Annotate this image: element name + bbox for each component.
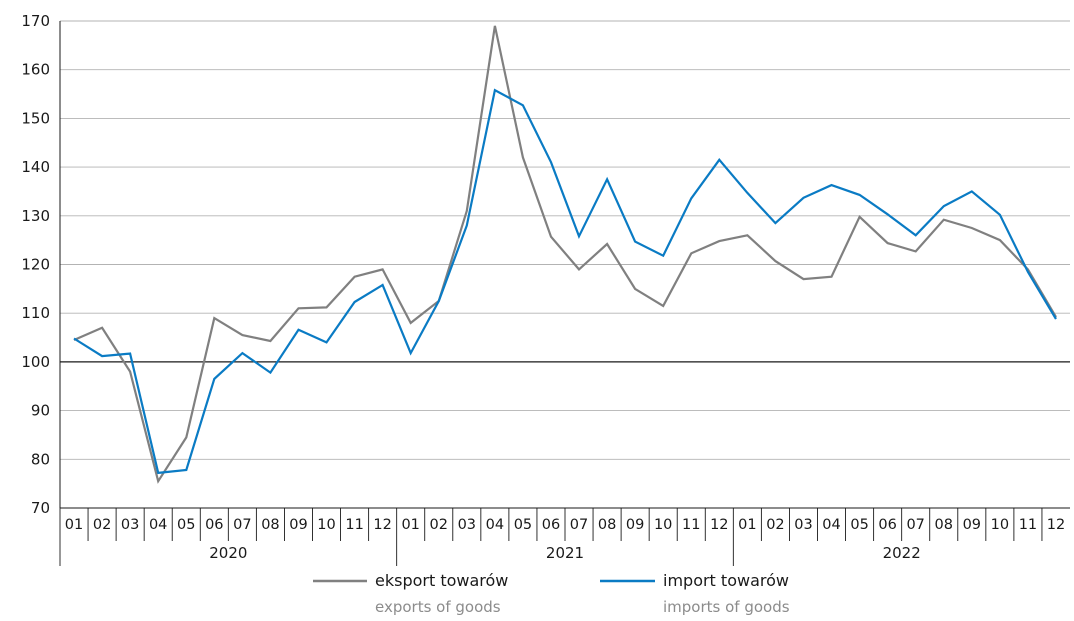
x-tick-label: 10 bbox=[654, 517, 672, 533]
x-tick-label: 12 bbox=[1047, 517, 1065, 533]
x-axis: 01 02 03 04 05 06 07 08 09 10 11 12 01 02 03 04 05 06 07 08… bbox=[59, 507, 1070, 566]
x-tick-label: 02 bbox=[766, 517, 784, 533]
y-tick-label: 80 bbox=[31, 450, 50, 468]
legend-label-imports: import towarów bbox=[663, 571, 789, 590]
x-tick-label: 05 bbox=[177, 517, 195, 533]
y-tick-label: 130 bbox=[21, 207, 50, 225]
x-tick-label: 11 bbox=[682, 517, 700, 533]
series-line-imports bbox=[73, 88, 1057, 475]
y-tick-label: 110 bbox=[21, 304, 50, 322]
y-tick-label: 120 bbox=[21, 256, 50, 274]
x-tick-label: 02 bbox=[430, 517, 448, 533]
x-tick-label: 10 bbox=[991, 517, 1009, 533]
x-tick-label: 09 bbox=[963, 517, 981, 533]
x-tick-label: 11 bbox=[345, 517, 363, 533]
x-tick-label: 09 bbox=[289, 517, 307, 533]
x-tick-label: 05 bbox=[514, 517, 532, 533]
x-tick-label: 04 bbox=[486, 517, 504, 533]
year-label: 2021 bbox=[546, 544, 584, 562]
y-tick-label: 170 bbox=[21, 12, 50, 30]
x-tick-label: 07 bbox=[233, 517, 251, 533]
x-tick-label: 02 bbox=[93, 517, 111, 533]
y-tick-label: 140 bbox=[21, 158, 50, 176]
x-tick-label: 08 bbox=[935, 517, 953, 533]
x-tick-label: 07 bbox=[906, 517, 924, 533]
y-tick-label: 150 bbox=[21, 109, 50, 127]
legend-sublabel-imports: imports of goods bbox=[663, 598, 790, 616]
y-tick-label: 100 bbox=[21, 353, 50, 371]
series-line-exports bbox=[73, 25, 1057, 484]
series-lines bbox=[73, 25, 1057, 484]
x-tick-label: 03 bbox=[458, 517, 476, 533]
x-tick-label: 03 bbox=[121, 517, 139, 533]
y-tick-label: 160 bbox=[21, 61, 50, 79]
x-tick-label: 04 bbox=[149, 517, 167, 533]
x-tick-label: 06 bbox=[542, 517, 560, 533]
legend: eksport towarów exports of goods import … bbox=[313, 571, 790, 616]
x-tick-label: 01 bbox=[738, 517, 756, 533]
legend-label-exports: eksport towarów bbox=[375, 571, 508, 590]
x-tick-label: 06 bbox=[205, 517, 223, 533]
x-tick-label: 12 bbox=[373, 517, 391, 533]
x-tick-label: 04 bbox=[822, 517, 840, 533]
x-tick-label: 05 bbox=[850, 517, 868, 533]
year-label: 2020 bbox=[209, 544, 247, 562]
x-tick-label: 12 bbox=[710, 517, 728, 533]
year-label: 2022 bbox=[883, 544, 921, 562]
x-tick-label: 08 bbox=[598, 517, 616, 533]
x-tick-label: 03 bbox=[794, 517, 812, 533]
y-tick-label: 70 bbox=[31, 499, 50, 517]
x-tick-label: 07 bbox=[570, 517, 588, 533]
y-tick-label: 90 bbox=[31, 402, 50, 420]
x-tick-label: 01 bbox=[401, 517, 419, 533]
x-tick-label: 09 bbox=[626, 517, 644, 533]
x-tick-label: 11 bbox=[1019, 517, 1037, 533]
grid-lines bbox=[60, 20, 1070, 509]
legend-sublabel-exports: exports of goods bbox=[375, 598, 501, 616]
x-tick-label: 01 bbox=[65, 517, 83, 533]
y-axis: 70 80 90 100 110 120 130 140 150 160 170 bbox=[21, 12, 61, 517]
x-tick-label: 06 bbox=[878, 517, 896, 533]
x-tick-label: 08 bbox=[261, 517, 279, 533]
x-tick-label: 10 bbox=[317, 517, 335, 533]
